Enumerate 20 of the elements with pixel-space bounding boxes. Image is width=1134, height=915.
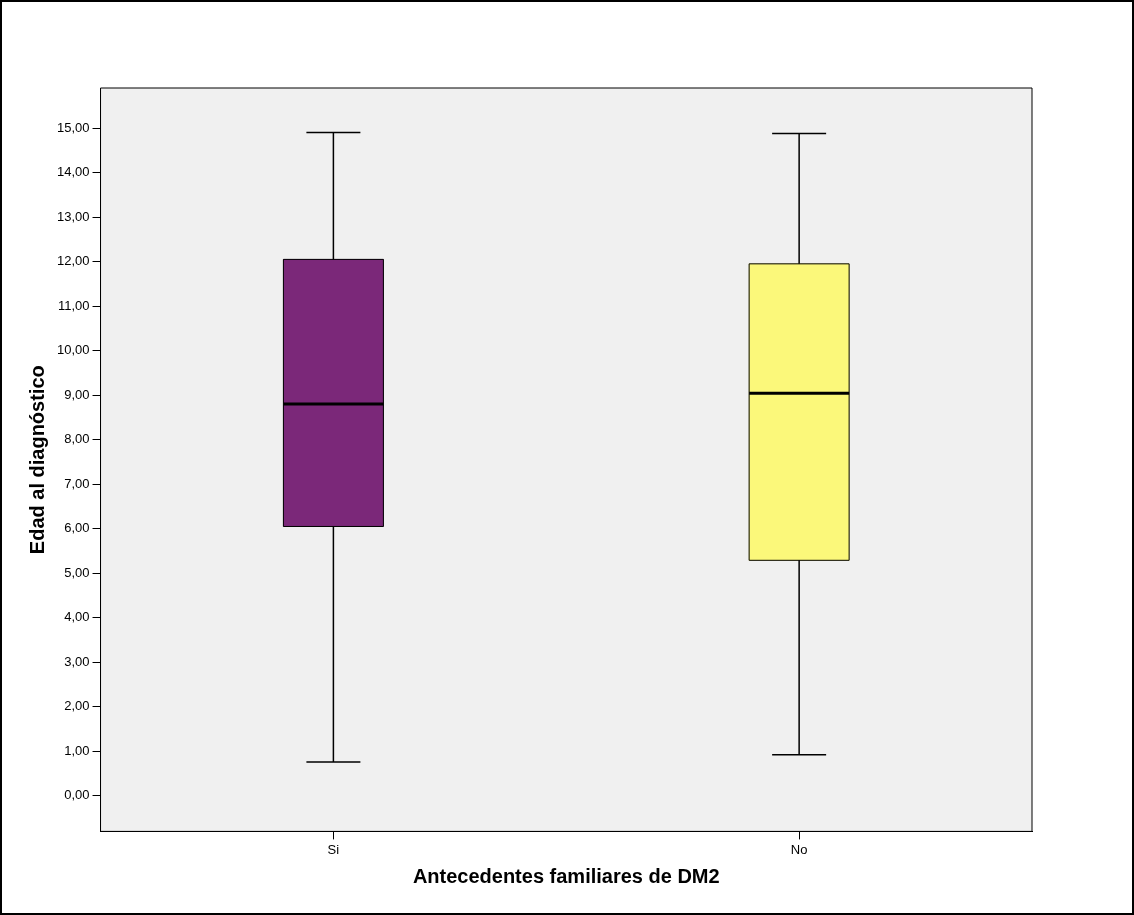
y-axis-title: Edad al diagnóstico: [25, 365, 48, 555]
y-tick-label: 2,00: [64, 698, 90, 714]
y-tick-label: 5,00: [64, 564, 90, 580]
y-tick-label: 8,00: [64, 431, 90, 447]
x-axis-title: Antecedentes familiares de DM2: [412, 864, 720, 887]
y-tick-label: 0,00: [64, 787, 90, 803]
x-tick-label: Si: [327, 841, 340, 857]
y-tick-label: 11,00: [57, 297, 90, 313]
y-tick-label: 1,00: [64, 742, 90, 758]
y-tick-label: 9,00: [64, 386, 90, 402]
y-tick-label: 13,00: [56, 208, 90, 224]
y-tick-label: 3,00: [64, 653, 90, 669]
y-tick-label: 15,00: [56, 119, 90, 135]
y-tick-label: 12,00: [56, 253, 90, 269]
y-tick-label: 7,00: [64, 475, 90, 491]
x-tick-label: No: [790, 841, 808, 857]
y-tick-label: 10,00: [56, 342, 90, 358]
y-tick-label: 14,00: [56, 164, 90, 180]
y-tick-label: 6,00: [64, 520, 90, 536]
y-tick-label: 4,00: [64, 609, 90, 625]
